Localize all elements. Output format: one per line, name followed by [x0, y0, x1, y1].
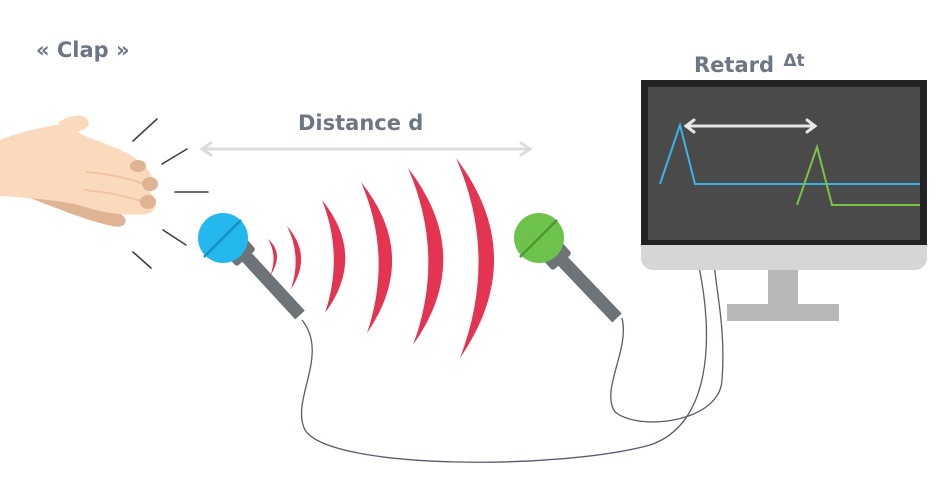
microphone-right-icon [514, 213, 622, 323]
delay-word: Retard [694, 53, 775, 77]
sound-waves [268, 158, 495, 358]
distance-arrow [199, 141, 533, 157]
signal-left-trace [659, 121, 920, 185]
clapping-hand-icon [0, 115, 158, 227]
clap-label: « Clap » [36, 38, 130, 62]
microphone-left-icon [198, 213, 305, 320]
monitor-icon [641, 80, 927, 321]
distance-label: Distance d [298, 111, 424, 135]
delay-label: Retard Δt [694, 51, 805, 77]
right-mic-cable [610, 261, 724, 423]
delay-symbol: Δt [783, 51, 805, 71]
cables [300, 261, 724, 463]
signal-right-trace [796, 143, 920, 206]
oscilloscope-screen [648, 87, 920, 240]
delay-measure-arrow [683, 118, 818, 134]
clap-impact-lines [132, 118, 209, 269]
left-mic-cable [300, 261, 708, 463]
